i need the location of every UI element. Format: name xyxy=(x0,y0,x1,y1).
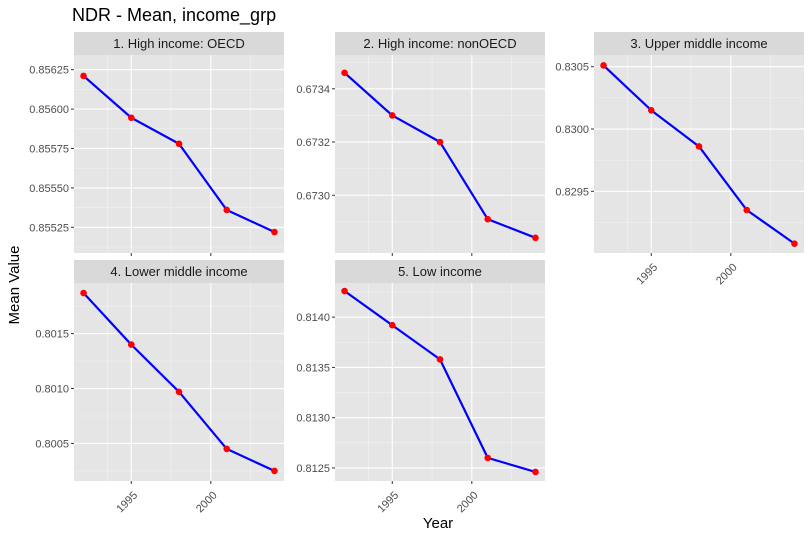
data-point xyxy=(647,107,655,114)
y-tick-label: 0.8125 xyxy=(296,463,330,475)
facet-strip xyxy=(594,32,804,55)
facet-strip-label: 1. High income: OECD xyxy=(113,36,245,51)
x-tick-label: 2000 xyxy=(194,489,220,515)
data-point xyxy=(436,356,444,363)
y-axis-title: Mean Value xyxy=(6,246,23,325)
data-point xyxy=(80,289,87,297)
data-point xyxy=(600,62,607,69)
facet-strip-label: 3. Upper middle income xyxy=(630,36,767,51)
data-point xyxy=(80,72,87,80)
data-point xyxy=(271,228,278,236)
y-tick-label: 0.6730 xyxy=(296,190,330,202)
x-tick-label: 1995 xyxy=(375,489,401,515)
facet-strip xyxy=(335,260,545,283)
data-point xyxy=(532,468,539,476)
y-tick-label: 0.6734 xyxy=(296,84,330,96)
data-point xyxy=(271,467,278,475)
panel-background xyxy=(335,283,545,481)
facet-strip xyxy=(335,32,545,55)
facet-strip-label: 5. Low income xyxy=(398,264,482,279)
data-point xyxy=(127,341,135,348)
y-tick-label: 0.85575 xyxy=(29,143,69,155)
data-point xyxy=(175,140,183,148)
y-tick-label: 0.8135 xyxy=(296,362,330,374)
y-tick-label: 0.85525 xyxy=(29,222,69,234)
y-tick-label: 0.85550 xyxy=(29,183,69,195)
x-tick-label: 1995 xyxy=(114,489,140,515)
y-tick-label: 0.85625 xyxy=(29,65,69,77)
data-point xyxy=(223,445,231,453)
facet-panels: 1. High income: OECD 0.85525 0.85550 0.8557… xyxy=(29,32,804,515)
panel-background xyxy=(335,55,545,253)
data-point xyxy=(388,321,396,329)
y-tick-label: 0.8010 xyxy=(35,384,69,396)
facet-strip xyxy=(74,32,284,55)
panel-background xyxy=(74,283,284,481)
y-tick-label: 0.8015 xyxy=(35,329,69,341)
data-point xyxy=(341,69,348,77)
facet-panel: 1. High income: OECD 0.85525 0.85550 0.8557… xyxy=(29,32,284,256)
y-tick-label: 0.8300 xyxy=(555,124,589,136)
x-tick-label: 1995 xyxy=(634,261,660,287)
data-point xyxy=(341,287,348,295)
facet-strip-label: 4. Lower middle income xyxy=(110,264,247,279)
facet-strip-label: 2. High income: nonOECD xyxy=(363,36,516,51)
facet-panel: 5. Low income 0.8125 0.8130 0.8135 0.8140 199… xyxy=(296,260,545,515)
data-point xyxy=(175,388,183,396)
data-point xyxy=(743,206,751,214)
x-tick-label: 2000 xyxy=(714,261,740,287)
data-point xyxy=(695,143,703,150)
y-tick-label: 0.8130 xyxy=(296,413,330,425)
facet-panel: 2. High income: nonOECD 0.6730 0.6732 0.673… xyxy=(296,32,545,256)
facet-strip xyxy=(74,260,284,283)
data-point xyxy=(484,215,492,223)
y-tick-label: 0.85600 xyxy=(29,104,69,116)
data-point xyxy=(484,454,492,462)
data-point xyxy=(791,240,798,247)
facet-panel: 4. Lower middle income 0.8005 0.8010 0.8015… xyxy=(35,260,284,515)
panel-background xyxy=(74,55,284,253)
y-tick-label: 0.8140 xyxy=(296,312,330,324)
data-point xyxy=(127,114,135,122)
y-tick-label: 0.8295 xyxy=(555,186,589,198)
y-tick-label: 0.8005 xyxy=(35,438,69,450)
x-axis-title: Year xyxy=(423,515,453,532)
data-point xyxy=(388,112,396,119)
data-point xyxy=(223,206,231,214)
facet-panel: 3. Upper middle income 0.8295 0.8300 0.8305… xyxy=(555,32,804,287)
y-tick-label: 0.8305 xyxy=(555,62,589,74)
x-tick-label: 2000 xyxy=(455,489,481,515)
chart-title: NDR - Mean, income_grp xyxy=(72,5,276,26)
data-point xyxy=(436,138,444,146)
data-point xyxy=(532,234,539,242)
y-tick-label: 0.6732 xyxy=(296,137,330,149)
